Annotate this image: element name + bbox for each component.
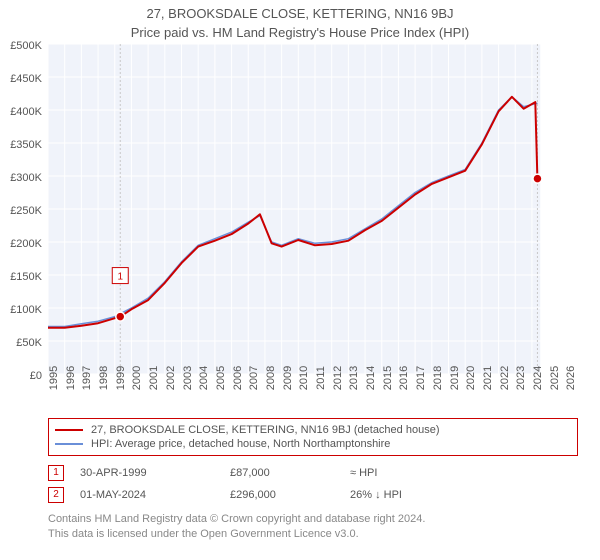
chart-plot: 12: [48, 44, 582, 374]
x-tick-label: 2021: [482, 366, 494, 390]
legend-row: HPI: Average price, detached house, Nort…: [55, 437, 571, 451]
x-tick-label: 2018: [432, 366, 444, 390]
event-price: £296,000: [230, 489, 350, 501]
x-tick-label: 2016: [398, 366, 410, 390]
x-tick-label: 2014: [365, 366, 377, 390]
legend: 27, BROOKSDALE CLOSE, KETTERING, NN16 9B…: [48, 418, 578, 456]
x-tick-label: 1998: [98, 366, 110, 390]
legend-label: HPI: Average price, detached house, Nort…: [91, 438, 390, 450]
x-tick-label: 2006: [232, 366, 244, 390]
event-date: 30-APR-1999: [80, 467, 230, 479]
page-title: 27, BROOKSDALE CLOSE, KETTERING, NN16 9B…: [0, 0, 600, 21]
legend-swatch: [55, 443, 83, 445]
y-tick-label: £150K: [10, 271, 42, 283]
y-tick-label: £450K: [10, 73, 42, 85]
legend-row: 27, BROOKSDALE CLOSE, KETTERING, NN16 9B…: [55, 423, 571, 437]
legend-label: 27, BROOKSDALE CLOSE, KETTERING, NN16 9B…: [91, 424, 439, 436]
x-tick-label: 2003: [182, 366, 194, 390]
x-axis-labels: 1995199619971998199920002001200220032004…: [48, 374, 582, 414]
x-tick-label: 2023: [515, 366, 527, 390]
x-tick-label: 2026: [565, 366, 577, 390]
x-tick-label: 1996: [65, 366, 77, 390]
footer-line: This data is licensed under the Open Gov…: [48, 527, 578, 542]
x-tick-label: 2020: [465, 366, 477, 390]
event-date: 01-MAY-2024: [80, 489, 230, 501]
event-note: ≈ HPI: [350, 467, 377, 479]
x-tick-label: 2010: [298, 366, 310, 390]
footer: Contains HM Land Registry data © Crown c…: [48, 512, 578, 542]
x-tick-label: 2019: [449, 366, 461, 390]
svg-text:1: 1: [117, 272, 123, 283]
x-tick-label: 2008: [265, 366, 277, 390]
y-tick-label: £400K: [10, 106, 42, 118]
y-tick-label: £500K: [10, 40, 42, 52]
legend-swatch: [55, 429, 83, 431]
event-note: 26% ↓ HPI: [350, 489, 402, 501]
event-price: £87,000: [230, 467, 350, 479]
x-tick-label: 2025: [549, 366, 561, 390]
x-tick-label: 1997: [81, 366, 93, 390]
x-tick-label: 2015: [382, 366, 394, 390]
x-tick-label: 2022: [499, 366, 511, 390]
event-table: 1 30-APR-1999£87,000≈ HPI 2 01-MAY-2024£296…: [48, 462, 578, 506]
y-tick-label: £200K: [10, 238, 42, 250]
event-row: 2 01-MAY-2024£296,00026% ↓ HPI: [48, 484, 578, 506]
event-marker: 1: [48, 465, 64, 481]
footer-line: Contains HM Land Registry data © Crown c…: [48, 512, 578, 527]
x-tick-label: 2017: [415, 366, 427, 390]
y-tick-label: £250K: [10, 205, 42, 217]
x-tick-label: 2002: [165, 366, 177, 390]
x-tick-label: 1999: [115, 366, 127, 390]
y-tick-label: £100K: [10, 304, 42, 316]
x-tick-label: 2000: [131, 366, 143, 390]
y-axis-labels: £0£50K£100K£150K£200K£250K£300K£350K£400…: [0, 46, 46, 376]
y-tick-label: £300K: [10, 172, 42, 184]
y-tick-label: £50K: [16, 337, 42, 349]
x-tick-label: 2024: [532, 366, 544, 390]
page-subtitle: Price paid vs. HM Land Registry's House …: [0, 21, 600, 44]
x-tick-label: 2007: [248, 366, 260, 390]
x-tick-label: 2009: [282, 366, 294, 390]
x-tick-label: 2005: [215, 366, 227, 390]
x-tick-label: 2004: [198, 366, 210, 390]
x-tick-label: 2012: [332, 366, 344, 390]
x-tick-label: 2011: [315, 366, 327, 390]
x-tick-label: 1995: [48, 366, 60, 390]
event-marker: 2: [48, 487, 64, 503]
y-tick-label: £350K: [10, 139, 42, 151]
y-tick-label: £0: [30, 370, 42, 382]
x-tick-label: 2001: [148, 366, 160, 390]
x-tick-label: 2013: [348, 366, 360, 390]
event-row: 1 30-APR-1999£87,000≈ HPI: [48, 462, 578, 484]
